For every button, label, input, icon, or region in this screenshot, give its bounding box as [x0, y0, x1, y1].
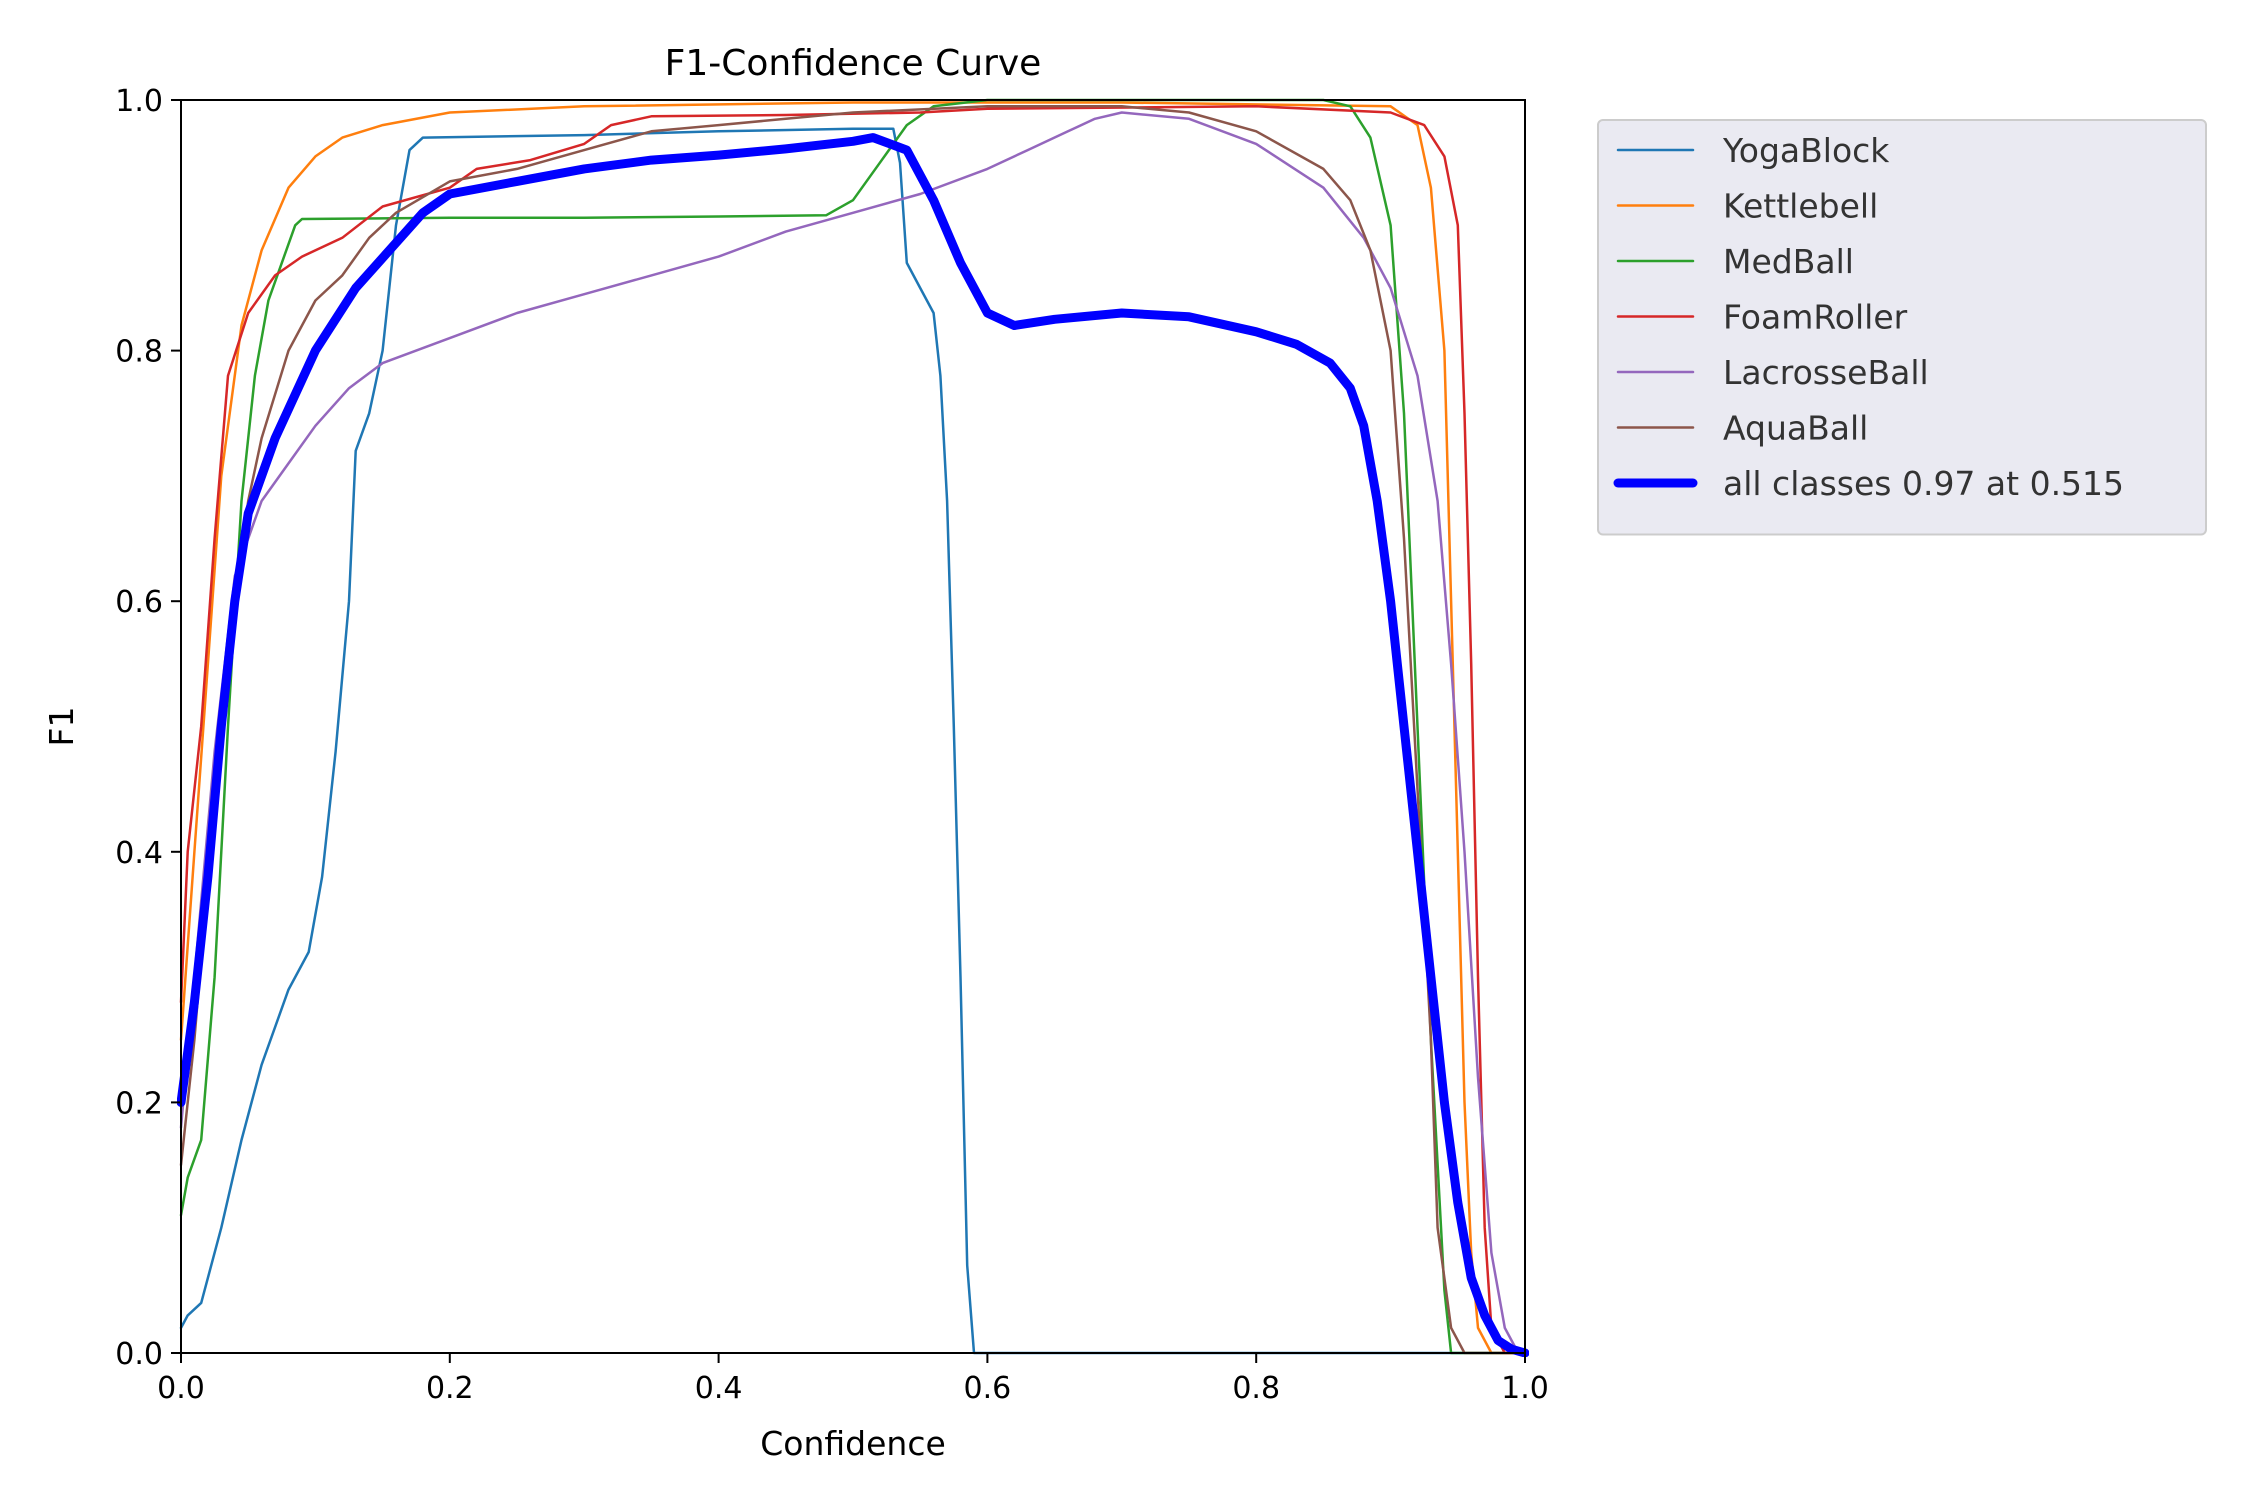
- legend-box: [1597, 119, 2207, 536]
- x-tick-label: 0.4: [695, 1371, 743, 1406]
- legend-label: YogaBlock: [1722, 131, 1890, 170]
- legend-label: LacrosseBall: [1723, 353, 1929, 392]
- series-line-yogablock: [179, 127, 1527, 1355]
- y-tick-label: 0.4: [115, 836, 163, 871]
- y-tick-label: 1.0: [115, 84, 163, 119]
- x-tick-label: 0.2: [426, 1371, 474, 1406]
- x-axis: 0.0 0.2 0.4 0.6 0.8 1.0: [157, 1353, 1549, 1406]
- legend-label: AquaBall: [1723, 409, 1868, 448]
- series-line-aquaball: [179, 105, 1527, 1355]
- y-axis: 0.0 0.2 0.4 0.6 0.8 1.0: [115, 84, 181, 1372]
- x-tick-label: 1.0: [1501, 1371, 1549, 1406]
- legend-label: all classes 0.97 at 0.515: [1723, 464, 2124, 503]
- series-line-kettlebell: [179, 101, 1527, 1355]
- series-layer: [177, 98, 1529, 1357]
- x-tick-label: 0.8: [1232, 1371, 1280, 1406]
- y-tick-label: 0.8: [115, 335, 163, 370]
- y-tick-label: 0.2: [115, 1086, 163, 1121]
- series-line-all-classes-0-97-at-0-515: [177, 133, 1529, 1357]
- x-axis-label: Confidence: [760, 1424, 946, 1463]
- x-tick-label: 0.6: [964, 1371, 1012, 1406]
- series-line-lacrosseball: [179, 111, 1527, 1355]
- y-axis-label: F1: [42, 707, 81, 747]
- y-tick-label: 0.6: [115, 585, 163, 620]
- y-tick-label: 0.0: [115, 1337, 163, 1372]
- series-line-foamroller: [179, 105, 1527, 1355]
- legend-label: MedBall: [1723, 242, 1854, 281]
- legend: YogaBlock Kettlebell MedBall FoamRoller Lacr…: [1597, 119, 2207, 536]
- legend-label: FoamRoller: [1723, 298, 1908, 337]
- legend-label: Kettlebell: [1723, 187, 1878, 226]
- x-tick-label: 0.0: [157, 1371, 205, 1406]
- chart-title: F1-Confidence Curve: [665, 43, 1042, 84]
- axes-frame: [180, 99, 1526, 1354]
- series-line-medball: [179, 98, 1527, 1355]
